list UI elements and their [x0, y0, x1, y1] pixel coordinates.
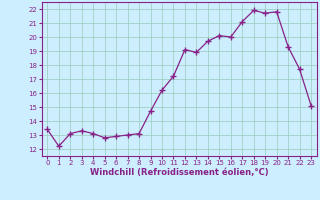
X-axis label: Windchill (Refroidissement éolien,°C): Windchill (Refroidissement éolien,°C): [90, 168, 268, 177]
